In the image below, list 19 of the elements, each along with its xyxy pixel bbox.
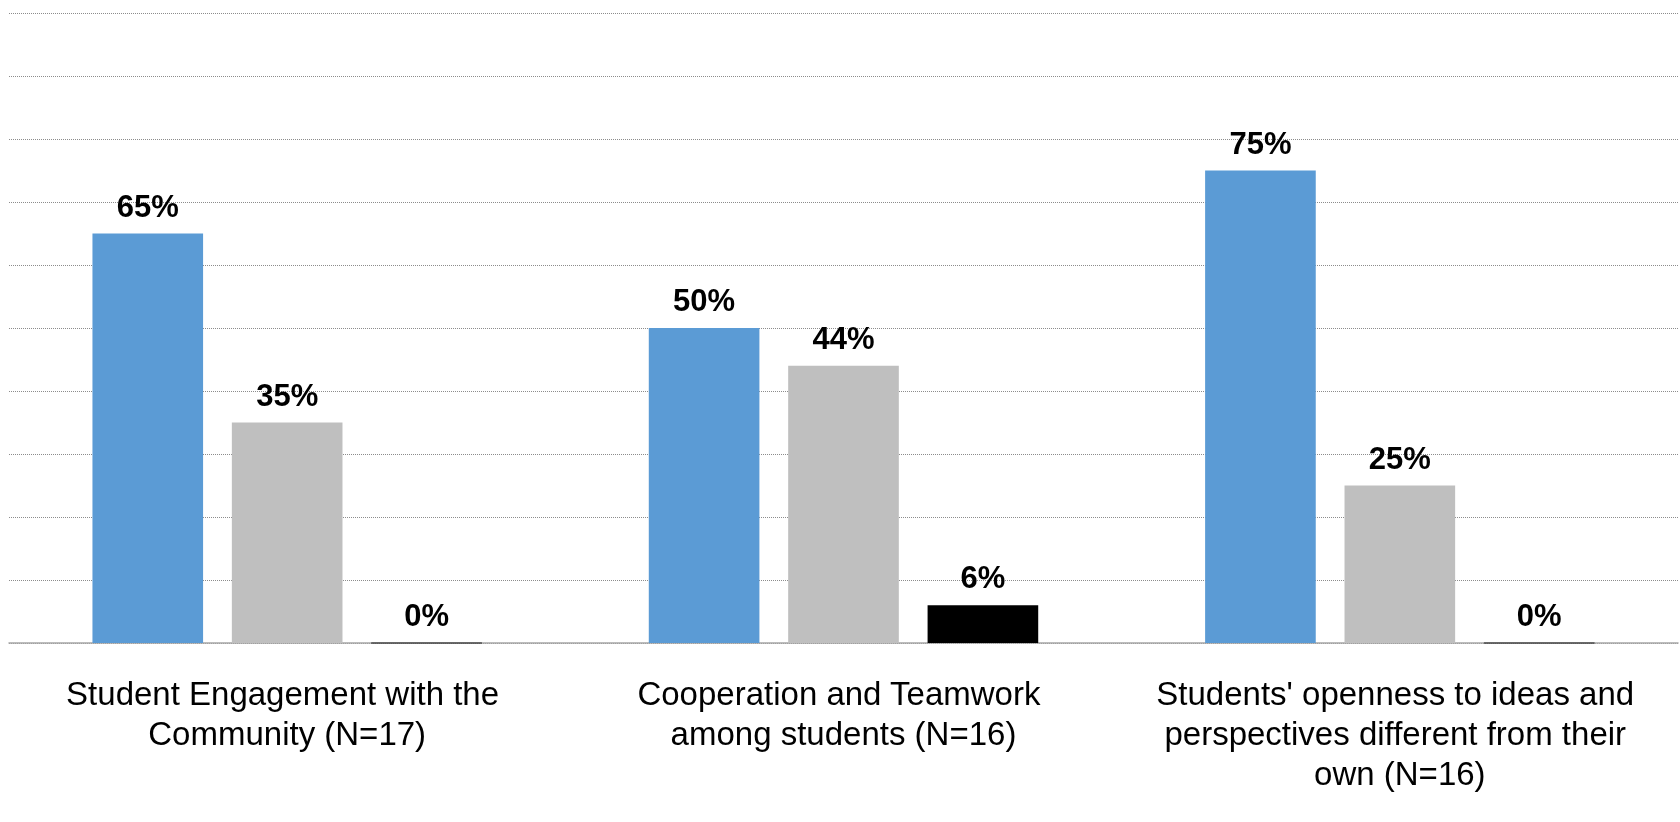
bar <box>1205 170 1316 643</box>
bar <box>648 328 760 643</box>
bar <box>1344 485 1456 643</box>
x-tick-label: Students' openness to ideas and perspectives different from their own (N=16) <box>1156 674 1644 792</box>
data-label: 35% <box>256 377 319 413</box>
data-label: 0% <box>404 597 449 633</box>
data-label: 50% <box>673 283 736 318</box>
bar <box>92 233 204 643</box>
data-label: 65% <box>116 188 179 224</box>
bar <box>231 422 343 643</box>
data-label: 6% <box>960 560 1006 596</box>
data-label: 0% <box>1516 597 1562 633</box>
data-label: 25% <box>1368 440 1431 476</box>
bar <box>927 605 1039 643</box>
data-label: 75% <box>1229 125 1292 161</box>
x-tick-label: Student Engagement with the Community (N=17) <box>66 674 509 752</box>
bar <box>788 365 899 643</box>
x-tick-label: Cooperation and Teamwork among students (N=16) <box>637 674 1050 752</box>
data-label: 44% <box>812 320 875 356</box>
